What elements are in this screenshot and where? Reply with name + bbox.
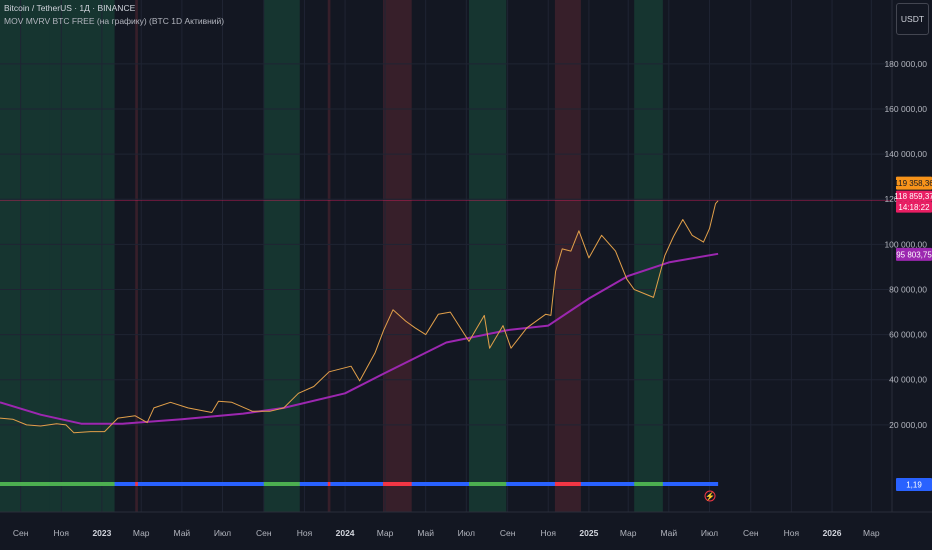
x-tick-label: Сен [500, 528, 516, 538]
x-tick-label: Июл [214, 528, 231, 538]
y-tick-label: 160 000,00 [884, 104, 927, 114]
zone-red [554, 0, 581, 512]
x-tick-label: 2025 [579, 528, 598, 538]
zone-green [468, 0, 507, 512]
price-line [0, 200, 719, 434]
x-tick-label: Май [174, 528, 191, 538]
zone-green [49, 0, 115, 512]
zone-red [135, 0, 138, 512]
band-segment-green [468, 482, 507, 486]
band-segment-red [327, 482, 331, 486]
y-tick-label: 20 000,00 [889, 420, 927, 430]
x-tick-label: Мар [133, 528, 150, 538]
symbol-title: Bitcoin / TetherUS · 1Д · BINANCE [4, 3, 136, 13]
x-tick-label: Июл [701, 528, 718, 538]
band-segment-red [383, 482, 412, 486]
band-segment-red [554, 482, 581, 486]
zone-red [383, 0, 412, 512]
ma-line [0, 252, 719, 425]
y-tick-label: 180 000,00 [884, 59, 927, 69]
event-marker [704, 490, 716, 502]
y-tick-label: 100 000,00 [884, 239, 927, 249]
y-tick-label: 80 000,00 [889, 284, 927, 294]
prev-price-tag: 118 859,37 [894, 192, 932, 201]
last-price-tag: 119 358,36 [894, 179, 932, 188]
x-tick-label: Сен [743, 528, 759, 538]
y-tick-label: 40 000,00 [889, 375, 927, 385]
x-tick-label: Мар [863, 528, 880, 538]
y-tick-label: 60 000,00 [889, 330, 927, 340]
zone-green [0, 0, 50, 512]
ma-value-tag-bg [896, 247, 932, 261]
x-tick-label: 2024 [336, 528, 355, 538]
currency-button[interactable]: USDT [896, 3, 929, 35]
indicator-value-tag-bg [896, 478, 932, 491]
event-marker-glyph: ⚡ [705, 491, 715, 501]
x-tick-label: Мар [620, 528, 637, 538]
y-tick-label: 140 000,00 [884, 149, 927, 159]
x-tick-label: 2026 [823, 528, 842, 538]
band-segment-green [0, 482, 50, 486]
zone-green [634, 0, 663, 512]
signal-zones [0, 0, 663, 512]
indicator-title: MOV MVRV BTC FREE (на графику) (BTC 1D А… [4, 16, 225, 26]
zone-red [327, 0, 331, 512]
band-segment-red [135, 482, 138, 486]
x-tick-label: Сен [256, 528, 272, 538]
x-tick-label: Ноя [297, 528, 313, 538]
grid [0, 0, 892, 512]
prev-price-tag-bg [896, 190, 932, 202]
x-tick-label: 2023 [92, 528, 111, 538]
band-segment-green [263, 482, 300, 486]
countdown-tag: 14:18:22 [898, 203, 930, 212]
ma-value-tag: 95 803,75 [896, 250, 932, 259]
x-tick-label: Ноя [784, 528, 800, 538]
band-segment-green [49, 482, 115, 486]
price-tags: 119 358,36 118 859,37 14:18:22 95 803,75 1,1… [894, 176, 932, 491]
x-tick-label: Май [661, 528, 678, 538]
x-tick-label: Мар [377, 528, 394, 538]
indicator-band: ⚡ [0, 482, 719, 502]
band-base [0, 482, 719, 486]
zone-green [263, 0, 300, 512]
series [0, 200, 719, 434]
indicator-value-tag: 1,19 [906, 481, 922, 490]
x-tick-label: Сен [13, 528, 29, 538]
x-tick-label: Июл [458, 528, 475, 538]
x-tick-label: Май [417, 528, 434, 538]
countdown-tag-bg [896, 201, 932, 213]
band-segment-green [634, 482, 663, 486]
last-price-tag-bg [896, 176, 932, 190]
x-tick-label: Ноя [541, 528, 557, 538]
x-tick-label: Ноя [54, 528, 70, 538]
